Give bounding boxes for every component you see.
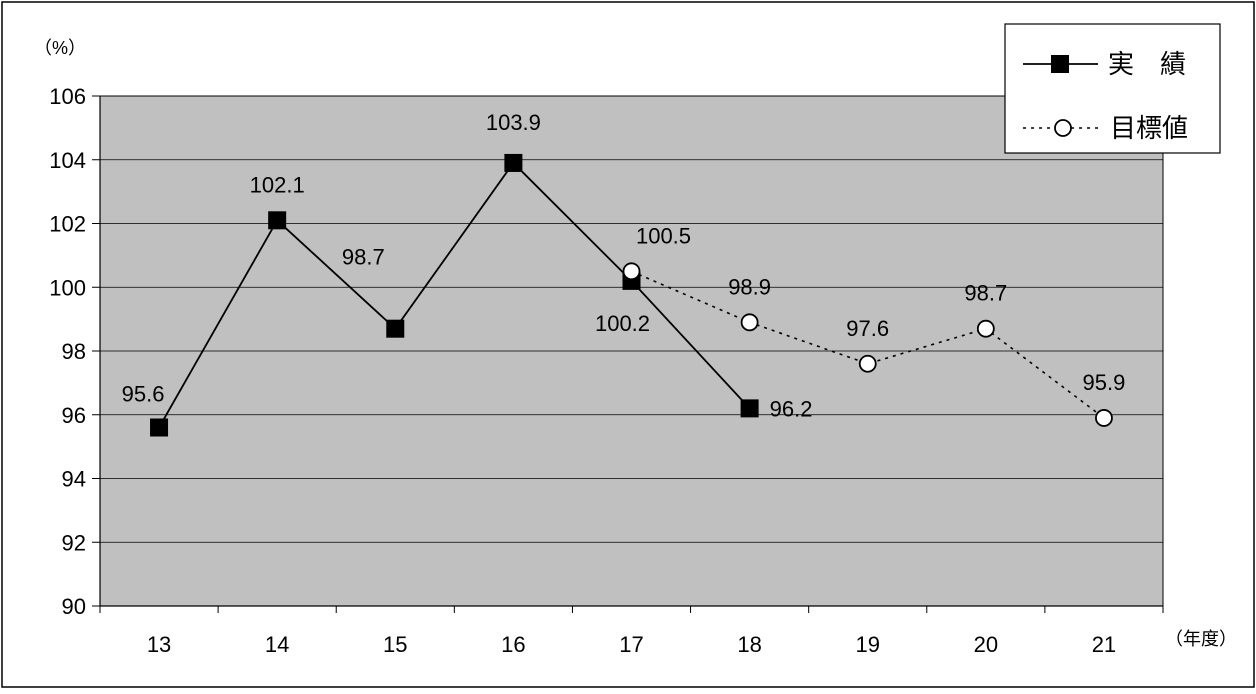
y-tick-label: 102 [49, 212, 86, 237]
legend: 実 績 目標値 [1004, 23, 1221, 154]
y-tick-label: 96 [62, 403, 86, 428]
legend-marker-target [1054, 119, 1072, 137]
data-point-target [1095, 409, 1113, 427]
x-tick-label: 20 [974, 632, 998, 657]
data-label-target: 97.6 [846, 316, 889, 341]
x-tick-label: 18 [737, 632, 761, 657]
data-point-target [622, 262, 641, 281]
data-point-target [740, 313, 759, 332]
legend-marker-actual [1051, 55, 1069, 73]
y-tick-label: 90 [62, 594, 86, 619]
data-point-target [858, 354, 877, 373]
y-tick-label: 100 [49, 275, 86, 300]
data-label-actual: 103.9 [486, 110, 541, 135]
legend-box [1004, 23, 1221, 154]
y-axis-unit: （%） [34, 38, 86, 58]
x-tick-label: 14 [265, 632, 289, 657]
legend-label-target: 目標値 [1110, 113, 1188, 143]
data-point-actual [268, 211, 287, 230]
x-tick-label: 15 [383, 632, 407, 657]
data-label-actual: 100.2 [595, 311, 650, 336]
data-label-actual: 98.7 [342, 245, 385, 270]
series-line-target [631, 270, 1105, 419]
x-axis-unit: （年度） [1165, 629, 1237, 649]
axes: 90 92 94 96 98 100 102 104 106 13 14 15 16 17 18 19 20 21 [49, 84, 1164, 657]
series-lines [150, 153, 1113, 437]
data-labels: 95.6 102.1 98.7 103.9 100.2 96.2 100.5 98.9 97.6… [122, 110, 1126, 421]
x-tick-label: 19 [855, 632, 879, 657]
y-tick-label: 98 [62, 339, 86, 364]
y-tick-label: 106 [49, 84, 86, 109]
data-point-actual [386, 319, 405, 338]
data-label-target: 100.5 [636, 223, 691, 248]
data-point-actual [150, 418, 169, 437]
x-tick-label: 17 [619, 632, 643, 657]
data-label-actual: 102.1 [250, 172, 305, 197]
data-label-actual: 95.6 [122, 382, 165, 407]
y-tick-label: 104 [49, 148, 86, 173]
x-tick-label: 13 [147, 632, 171, 657]
data-label-actual: 96.2 [770, 396, 813, 421]
data-point-actual [740, 399, 759, 418]
data-label-target: 95.9 [1083, 370, 1126, 395]
y-tick-label: 92 [62, 530, 86, 555]
legend-label-actual: 実 績 [1108, 49, 1186, 79]
x-tick-label: 16 [501, 632, 525, 657]
data-label-target: 98.7 [964, 281, 1007, 306]
y-tick-label: 94 [62, 467, 86, 492]
data-label-target: 98.9 [728, 274, 771, 299]
x-tick-label: 21 [1092, 632, 1116, 657]
data-point-target [976, 319, 995, 338]
series-line-actual [158, 161, 751, 428]
data-point-actual [504, 153, 523, 172]
